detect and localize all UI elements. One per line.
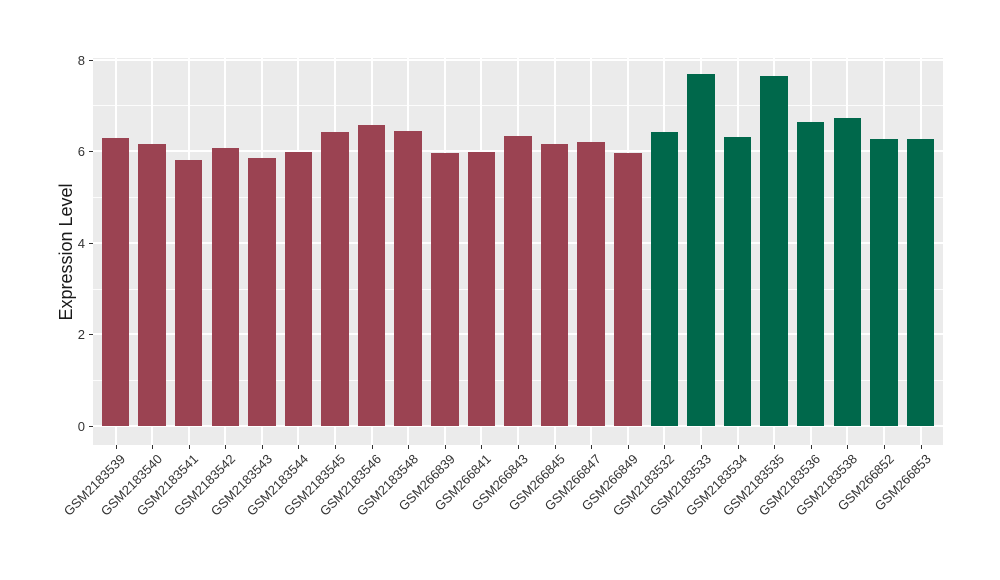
x-tick-mark bbox=[920, 445, 922, 449]
x-tick-mark bbox=[298, 445, 300, 449]
bar bbox=[906, 139, 935, 426]
bar bbox=[650, 131, 679, 426]
x-tick-mark bbox=[481, 445, 483, 449]
bar bbox=[723, 137, 752, 426]
x-tick-mark bbox=[408, 445, 410, 449]
bar bbox=[174, 159, 203, 426]
bar bbox=[211, 147, 240, 426]
y-tick-label: 0 bbox=[77, 419, 85, 434]
x-tick-mark bbox=[115, 445, 117, 449]
x-tick-mark bbox=[847, 445, 849, 449]
y-tick-mark bbox=[89, 151, 93, 153]
y-axis-title: Expression Level bbox=[56, 183, 76, 321]
bar bbox=[394, 130, 422, 426]
x-tick-mark bbox=[518, 445, 519, 449]
bar bbox=[467, 151, 496, 426]
x-tick-mark bbox=[188, 445, 190, 449]
x-tick-mark bbox=[225, 445, 227, 449]
plot-panel bbox=[93, 58, 943, 445]
x-tick-mark bbox=[371, 445, 373, 449]
x-tick-mark bbox=[627, 445, 629, 449]
y-tick-label: 8 bbox=[77, 52, 85, 68]
y-tick-mark bbox=[89, 426, 93, 427]
bar bbox=[687, 73, 715, 426]
x-tick-mark bbox=[737, 445, 739, 449]
y-tick-mark bbox=[89, 242, 93, 244]
bar bbox=[614, 153, 642, 426]
x-tick-mark bbox=[700, 445, 702, 449]
bar bbox=[540, 144, 569, 426]
x-tick-mark bbox=[883, 445, 885, 449]
bar bbox=[796, 121, 825, 426]
bar bbox=[248, 157, 276, 426]
x-tick-mark bbox=[664, 445, 666, 449]
bar bbox=[504, 136, 532, 426]
y-tick-mark bbox=[89, 334, 93, 336]
y-tick-label: 4 bbox=[77, 235, 85, 251]
x-tick-mark bbox=[591, 445, 593, 449]
bar bbox=[760, 76, 788, 426]
x-tick-mark bbox=[810, 445, 812, 449]
x-tick-mark bbox=[261, 445, 263, 449]
x-tick-mark bbox=[152, 445, 154, 449]
bar bbox=[138, 144, 166, 426]
y-tick-mark bbox=[89, 59, 93, 61]
bar bbox=[101, 138, 130, 426]
bar bbox=[870, 139, 898, 426]
bar bbox=[357, 124, 386, 426]
x-tick-mark bbox=[335, 445, 337, 449]
bar bbox=[321, 131, 349, 426]
y-tick-label: 2 bbox=[77, 327, 85, 343]
y-tick-label: 6 bbox=[77, 144, 85, 160]
bar bbox=[577, 141, 605, 426]
bar bbox=[431, 153, 459, 426]
x-tick-mark bbox=[554, 445, 556, 449]
bar bbox=[833, 117, 862, 426]
bar bbox=[284, 151, 313, 426]
x-tick-mark bbox=[774, 445, 776, 449]
x-tick-mark bbox=[444, 445, 446, 449]
